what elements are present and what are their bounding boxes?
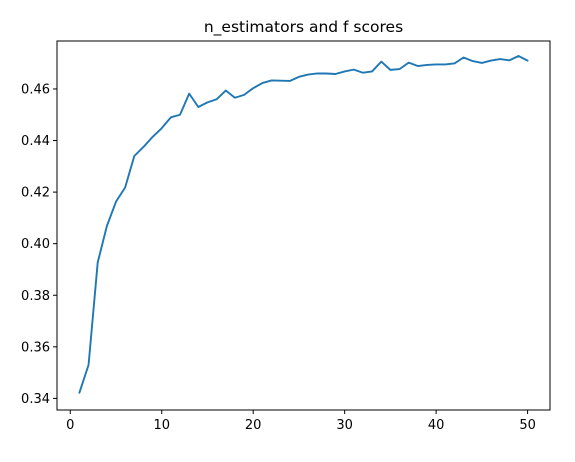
x-tick-label: 30 — [336, 418, 353, 433]
plot-area — [56, 40, 551, 411]
y-tick-label: 0.42 — [21, 186, 50, 201]
y-tick-label: 0.46 — [21, 82, 50, 97]
x-tick-label: 40 — [428, 418, 445, 433]
y-tick-label: 0.36 — [21, 340, 50, 355]
series-line — [78, 55, 529, 394]
y-tick-label: 0.34 — [21, 392, 50, 407]
x-axis: 0 10 20 30 40 50 — [66, 410, 536, 433]
x-tick-label: 10 — [153, 418, 170, 433]
plot-frame — [56, 40, 551, 411]
x-tick-label: 50 — [519, 418, 536, 433]
x-tick-label: 0 — [66, 418, 74, 433]
y-tick-label: 0.38 — [21, 289, 50, 304]
chart-title: n_estimators and f scores — [204, 18, 403, 37]
y-axis: 0.34 0.36 0.38 0.40 0.42 0.44 0.46 — [21, 82, 57, 407]
y-tick-label: 0.40 — [21, 237, 50, 252]
y-tick-label: 0.44 — [21, 134, 50, 149]
x-tick-label: 20 — [245, 418, 262, 433]
series-layer — [78, 55, 529, 394]
